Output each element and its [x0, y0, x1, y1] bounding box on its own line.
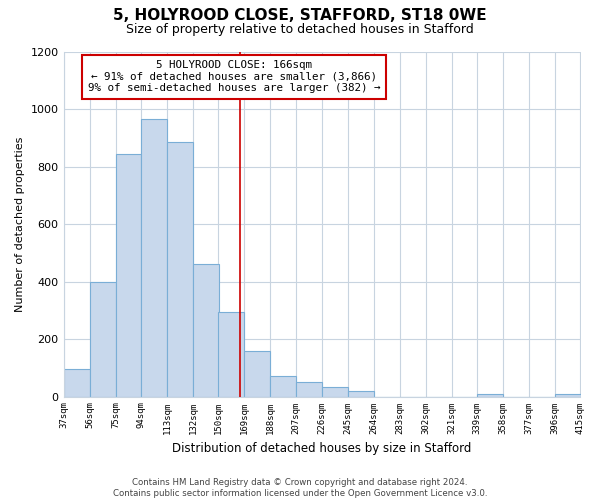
Bar [89, 282, 116, 397]
Bar [142, 119, 167, 396]
Bar [244, 350, 270, 397]
X-axis label: Distribution of detached houses by size in Stafford: Distribution of detached houses by size … [172, 442, 472, 455]
Text: 5 HOLYROOD CLOSE: 166sqm
← 91% of detached houses are smaller (3,866)
9% of semi: 5 HOLYROOD CLOSE: 166sqm ← 91% of detach… [88, 60, 380, 94]
Bar [270, 376, 296, 396]
Bar [348, 391, 374, 396]
Text: Size of property relative to detached houses in Stafford: Size of property relative to detached ho… [126, 22, 474, 36]
Bar [476, 394, 503, 396]
Bar [296, 382, 322, 396]
Bar [116, 154, 142, 396]
Y-axis label: Number of detached properties: Number of detached properties [15, 136, 25, 312]
Bar [64, 369, 89, 396]
Text: Contains HM Land Registry data © Crown copyright and database right 2024.
Contai: Contains HM Land Registry data © Crown c… [113, 478, 487, 498]
Bar [554, 394, 581, 396]
Bar [218, 312, 244, 396]
Text: 5, HOLYROOD CLOSE, STAFFORD, ST18 0WE: 5, HOLYROOD CLOSE, STAFFORD, ST18 0WE [113, 8, 487, 22]
Bar [193, 264, 220, 396]
Bar [167, 142, 193, 397]
Bar [322, 387, 348, 396]
